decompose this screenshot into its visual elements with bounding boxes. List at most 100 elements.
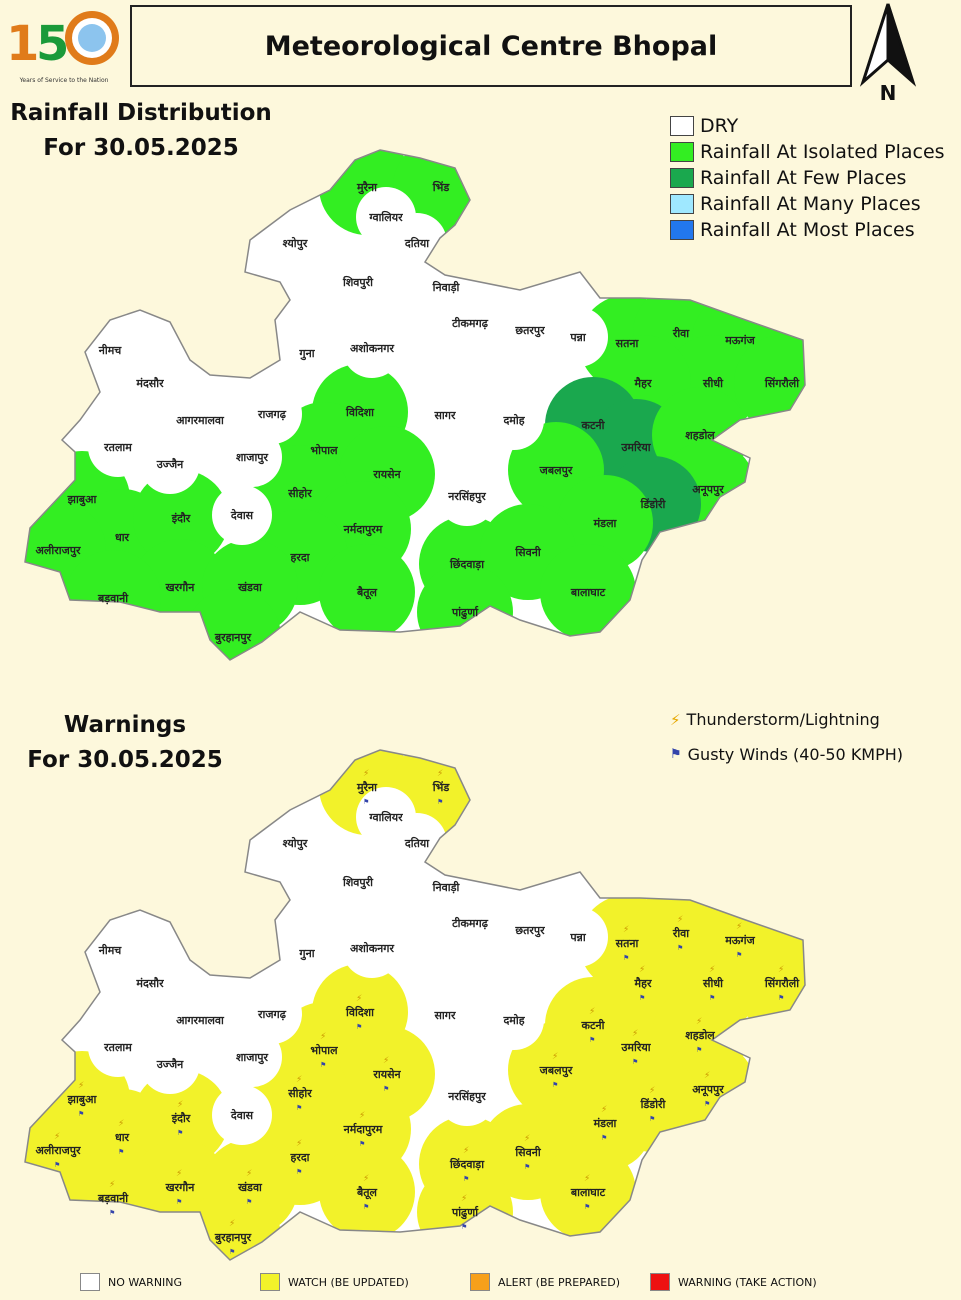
district-region bbox=[484, 990, 544, 1050]
lightning-icon: ⚡ bbox=[632, 1029, 638, 1039]
lightning-icon: ⚡ bbox=[670, 710, 681, 729]
gusty-wind-icon: ⚑ bbox=[639, 994, 645, 1002]
district-label: छतरपुर bbox=[514, 324, 545, 338]
hazard-legend-label: Thunderstorm/Lightning bbox=[686, 710, 880, 729]
legend-label: Rainfall At Most Places bbox=[700, 219, 915, 241]
rainfall-title-line1: Rainfall Distribution bbox=[10, 100, 272, 126]
district-region bbox=[500, 900, 560, 960]
district-label: सिवनी bbox=[514, 1145, 542, 1159]
district-label: भोपाल bbox=[310, 1043, 338, 1057]
gusty-wind-icon: ⚑ bbox=[524, 1163, 530, 1171]
district-region bbox=[265, 813, 325, 873]
lightning-icon: ⚡ bbox=[623, 925, 629, 935]
district-label: हरदा bbox=[289, 1151, 310, 1164]
district-label: छिंदवाड़ा bbox=[449, 1157, 485, 1171]
district-label: पांढुर्णा bbox=[451, 605, 479, 620]
district-label: झाबुआ bbox=[67, 1093, 97, 1107]
gusty-wind-icon: ⚑ bbox=[320, 1061, 326, 1069]
lightning-icon: ⚡ bbox=[589, 1007, 595, 1017]
rainfall-title-line2: For 30.05.2025 bbox=[43, 135, 239, 161]
district-region bbox=[415, 985, 475, 1045]
hazard-legend: ⚡ Thunderstorm/Lightning ⚑ Gusty Winds (… bbox=[670, 702, 903, 772]
district-region bbox=[140, 1034, 200, 1094]
gusty-wind-icon: ⚑ bbox=[118, 1148, 124, 1156]
district-label: सीहोर bbox=[287, 486, 312, 500]
district-label: निवाड़ी bbox=[432, 880, 461, 894]
district-label: झाबुआ bbox=[67, 493, 97, 507]
lightning-icon: ⚡ bbox=[696, 1017, 702, 1027]
gusty-wind-icon: ⚑ bbox=[363, 798, 369, 806]
district-region bbox=[328, 852, 388, 912]
district-region bbox=[342, 918, 402, 978]
gusty-wind-icon: ⚑ bbox=[632, 1058, 638, 1066]
district-label: हरदा bbox=[289, 551, 310, 564]
district-label: दमोह bbox=[502, 413, 525, 427]
district-label: सीधी bbox=[702, 976, 724, 990]
gusty-wind-icon: ⚑ bbox=[109, 1209, 115, 1217]
lightning-icon: ⚡ bbox=[383, 1056, 389, 1066]
district-region bbox=[328, 252, 388, 312]
district-label: अशोकनगर bbox=[350, 941, 394, 955]
gusty-wind-icon: ⚑ bbox=[437, 798, 443, 806]
hazard-legend-gusty-winds: ⚑ Gusty Winds (40-50 KMPH) bbox=[670, 737, 903, 772]
district-region bbox=[212, 485, 272, 545]
district-label: उमरिया bbox=[620, 1040, 651, 1054]
lightning-icon: ⚡ bbox=[109, 1180, 115, 1190]
district-label: मंडला bbox=[593, 1117, 618, 1130]
gusty-wind-icon: ⚑ bbox=[461, 1223, 467, 1231]
north-label: N bbox=[880, 81, 897, 104]
district-label: पांढुर्णा bbox=[451, 1205, 479, 1220]
district-label: डिंडोरी bbox=[640, 497, 667, 511]
rainfall-legend-item: Rainfall At Many Places bbox=[670, 191, 945, 217]
district-label: राजगढ़ bbox=[257, 1008, 287, 1021]
gusty-wind-icon: ⚑ bbox=[359, 1140, 365, 1148]
legend-label: DRY bbox=[700, 115, 739, 137]
district-label: नर्मदापुरम bbox=[343, 1122, 383, 1137]
lightning-icon: ⚡ bbox=[709, 965, 715, 975]
district-label: देवास bbox=[230, 1108, 254, 1122]
district-region bbox=[277, 323, 337, 383]
gusty-wind-icon: ⚑ bbox=[54, 1161, 60, 1169]
district-region bbox=[548, 307, 608, 367]
district-region bbox=[88, 417, 148, 477]
district-label: रतलाम bbox=[103, 1041, 132, 1054]
district-label: मंदसौर bbox=[135, 976, 164, 990]
warning-level-legend-item: ALERT (BE PREPARED) bbox=[470, 1273, 620, 1291]
district-region bbox=[548, 907, 608, 967]
district-label: डिंडोरी bbox=[640, 1097, 667, 1111]
district-region bbox=[440, 293, 500, 353]
gusty-wind-icon: ⚑ bbox=[177, 1129, 183, 1137]
district-label: राजगढ़ bbox=[257, 408, 287, 421]
district-region bbox=[222, 1027, 282, 1087]
district-label: कटनी bbox=[581, 1018, 606, 1032]
imd-150-years-logo: 1 5 Years of Service to the Nation bbox=[4, 2, 124, 97]
district-label: सिंगरौली bbox=[764, 976, 800, 990]
lightning-icon: ⚡ bbox=[704, 1071, 710, 1081]
district-label: सिंगरौली bbox=[764, 376, 800, 390]
rainfall-legend-item: DRY bbox=[670, 113, 945, 139]
district-label: आगरमालवा bbox=[176, 414, 225, 427]
district-label: सीहोर bbox=[287, 1086, 312, 1100]
district-label: नर्मदापुरम bbox=[343, 522, 383, 537]
district-label: मुरैना bbox=[356, 180, 378, 195]
lightning-icon: ⚡ bbox=[677, 915, 683, 925]
district-region bbox=[185, 589, 281, 660]
district-label: दतिया bbox=[404, 836, 430, 850]
state-boundary bbox=[24, 149, 806, 661]
legend-swatch bbox=[260, 1273, 280, 1291]
district-label: खंडवा bbox=[237, 1181, 263, 1194]
district-label: कटनी bbox=[581, 418, 606, 432]
district-label: मऊगंज bbox=[724, 934, 755, 947]
lightning-icon: ⚡ bbox=[246, 1169, 252, 1179]
district-region bbox=[277, 923, 337, 983]
district-label: अलीराजपुर bbox=[36, 543, 81, 558]
gusty-wind-icon: ⚑ bbox=[704, 1100, 710, 1108]
district-label: बुरहानपुर bbox=[214, 631, 252, 645]
lightning-icon: ⚡ bbox=[584, 1174, 590, 1184]
gusty-wind-icon: ⚑ bbox=[623, 954, 629, 962]
lightning-icon: ⚡ bbox=[229, 1219, 235, 1229]
district-region bbox=[133, 470, 229, 566]
gusty-wind-icon: ⚑ bbox=[584, 1203, 590, 1211]
district-region bbox=[170, 390, 230, 450]
